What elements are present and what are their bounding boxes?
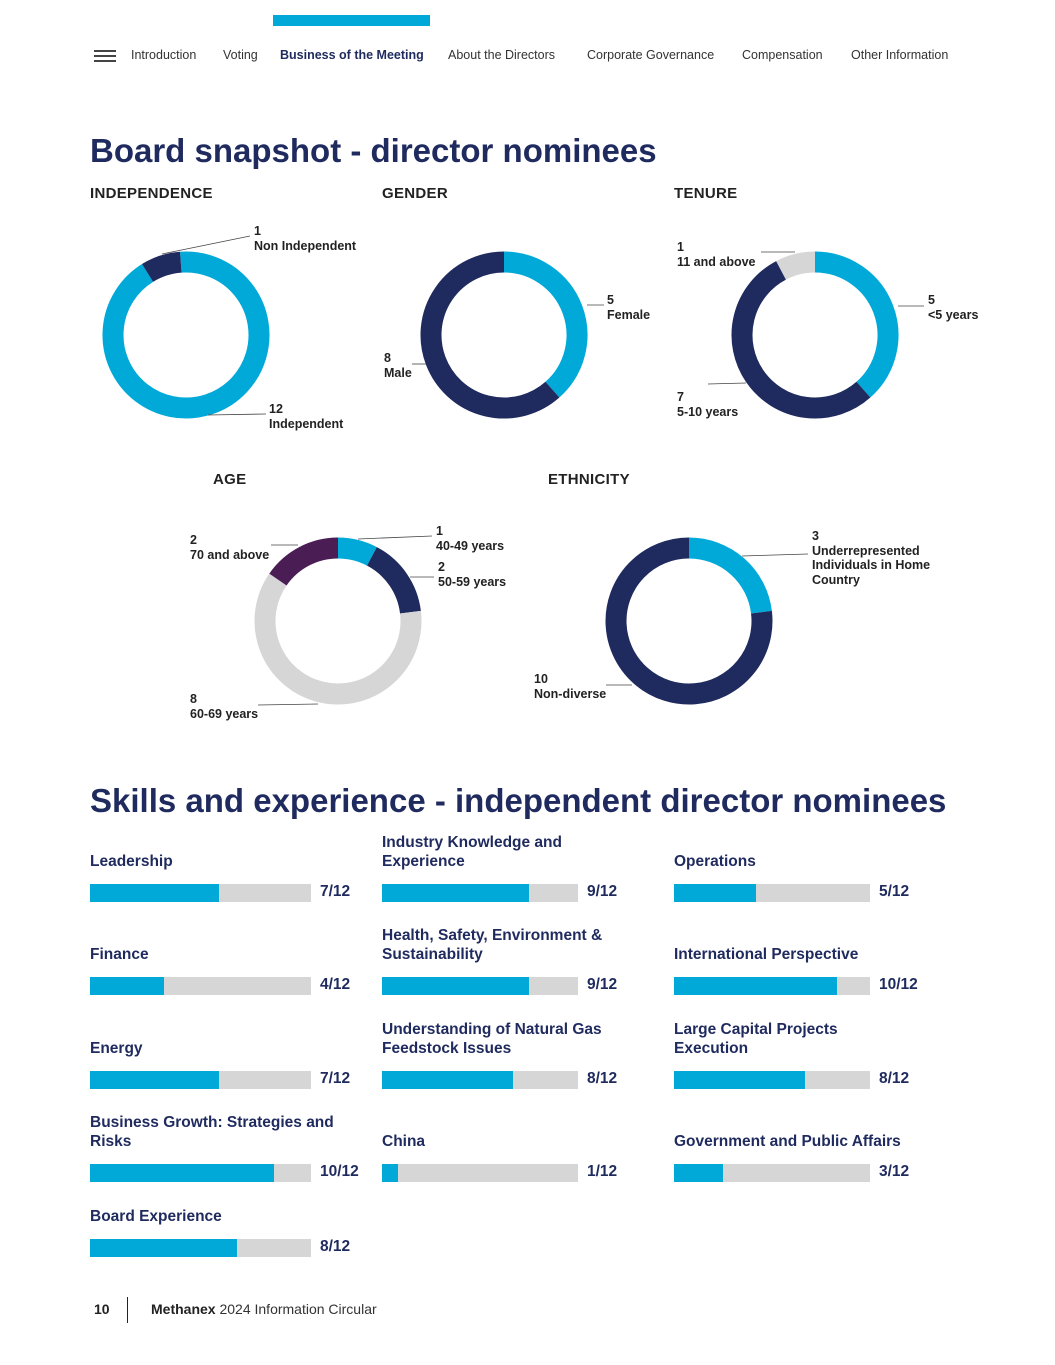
skill-label-finance: Finance [90,946,149,963]
skill-bar-fill-energy [90,1071,219,1089]
skill-value-health-safety-environment-sustainability: 9/12 [587,976,618,993]
skill-label-health-safety-environment-sustainability: Health, Safety, Environment & Sustainabi… [382,927,603,963]
skill-bar-fill-industry-knowledge-and-experience [382,884,529,902]
ethnicity-slice-non-diverse [605,537,773,705]
skill-bar-fill-china [382,1164,399,1182]
chart-title-age: AGE [213,471,247,488]
skill-label-industry-knowledge-and-experience: Industry Knowledge and Experience [382,834,562,870]
ethnicity-slice-underrepresented-individuals-in-home-country [688,537,772,614]
skill-bar-understanding-of-natural-gas-feedstock-issues [382,1071,578,1089]
label-non-diverse: 10 Non-diverse [534,672,607,701]
skill-label-board-experience: Board Experience [90,1208,222,1225]
nav-item-about-the-directors[interactable]: About the Directors [448,48,555,62]
skill-bar-government-and-public-affairs [674,1164,870,1182]
skill-bar-fill-business-growth-strategies-and-risks [90,1164,275,1182]
skill-value-energy: 7/12 [320,1070,351,1087]
chart-title-tenure: TENURE [674,185,738,202]
skill-label-large-capital-projects-execution: Large Capital Projects Execution [674,1021,838,1057]
nav-item-introduction[interactable]: Introduction [131,48,197,62]
skill-value-operations: 5/12 [879,883,910,900]
skill-value-industry-knowledge-and-experience: 9/12 [587,883,618,900]
skill-bar-operations [674,884,870,902]
skill-bar-energy [90,1071,311,1089]
chart-title-independence: INDEPENDENCE [90,185,213,202]
independence-slice-non-independent [142,251,183,283]
nav-item-voting[interactable]: Voting [223,48,258,62]
skill-bar-international-perspective [674,977,870,995]
skill-label-china: China [382,1133,426,1150]
page-number: 10 [94,1301,110,1317]
skill-bar-fill-operations [674,884,756,902]
nav-item-corporate-governance[interactable]: Corporate Governance [587,48,715,62]
skill-value-understanding-of-natural-gas-feedstock-issues: 8/12 [587,1070,618,1087]
skill-value-finance: 4/12 [320,976,351,993]
skill-label-business-growth-strategies-and-risks: Business Growth: Strategies and Risks [90,1114,334,1150]
board-snapshot-title: Board snapshot - director nominees [90,132,657,169]
footer-document-title: Methanex 2024 Information Circular [151,1301,377,1317]
label-less-than-5-years: 5 <5 years [928,293,979,322]
chart-title-ethnicity: ETHNICITY [548,471,630,488]
skill-label-energy: Energy [90,1040,143,1057]
skill-bar-fill-understanding-of-natural-gas-feedstock-issues [382,1071,513,1089]
skill-bar-fill-international-perspective [674,977,838,995]
footer-divider [127,1297,128,1323]
label-underrepresented: 3 Underrepresented Individuals in Home Co… [812,529,931,587]
label-40-49-years: 1 40-49 years [436,524,505,553]
skill-bar-large-capital-projects-execution [674,1071,870,1089]
skill-value-government-and-public-affairs: 3/12 [879,1163,910,1180]
skill-bar-fill-finance [90,977,164,995]
label-male: 8 Male [384,351,412,380]
skill-label-government-and-public-affairs: Government and Public Affairs [674,1133,901,1150]
label-non-independent: 1 Non Independent [254,224,357,253]
active-tab-indicator [273,15,430,26]
age-slice-40-49-years [337,537,377,566]
label-11-and-above: 1 11 and above [677,240,756,269]
chart-title-gender: GENDER [382,185,448,202]
independence-slice-independent [102,251,270,419]
skill-bar-fill-health-safety-environment-sustainability [382,977,529,995]
age-slice-50-59-years [366,547,421,614]
skill-label-operations: Operations [674,853,756,870]
skill-value-international-perspective: 10/12 [879,976,918,993]
label-5-10-years: 7 5-10 years [677,390,739,419]
nav-item-business-of-the-meeting[interactable]: Business of the Meeting [280,48,424,62]
skill-bar-health-safety-environment-sustainability [382,977,578,995]
skill-label-leadership: Leadership [90,853,173,870]
leader-lines [161,235,924,706]
gender-slice-female [503,251,588,398]
skill-label-international-perspective: International Perspective [674,946,859,963]
skill-bar-leadership [90,884,311,902]
skill-value-large-capital-projects-execution: 8/12 [879,1070,910,1087]
nav-item-compensation[interactable]: Compensation [742,48,823,62]
gender-slice-male [420,251,560,419]
tenure-slice-5-years [814,251,899,398]
skill-value-china: 1/12 [587,1163,618,1180]
skill-bar-fill-government-and-public-affairs [674,1164,723,1182]
label-independent: 12 Independent [269,402,344,431]
skill-value-leadership: 7/12 [320,883,351,900]
skill-value-board-experience: 8/12 [320,1238,351,1255]
label-50-59-years: 2 50-59 years [438,560,507,589]
age-slice-60-69-years [254,573,422,705]
skill-bar-industry-knowledge-and-experience [382,884,578,902]
tenure-slice-11-and-above [776,251,816,280]
age-slice-70-and-above [269,537,339,586]
skills-experience-title: Skills and experience - independent dire… [90,782,947,819]
tenure-slice-5-10-years [731,261,871,419]
skill-value-business-growth-strategies-and-risks: 10/12 [320,1163,359,1180]
skill-bar-fill-large-capital-projects-execution [674,1071,805,1089]
skill-bar-china [382,1164,578,1182]
skill-bar-fill-board-experience [90,1239,238,1257]
nav-item-other-information[interactable]: Other Information [851,48,949,62]
skill-bar-business-growth-strategies-and-risks [90,1164,311,1182]
hamburger-menu-icon[interactable] [94,50,116,64]
label-70-and-above: 2 70 and above [190,533,270,562]
label-female: 5 Female [607,293,651,322]
skill-bar-fill-leadership [90,884,219,902]
skill-label-understanding-of-natural-gas-feedstock-issues: Understanding of Natural Gas Feedstock I… [382,1021,602,1057]
label-60-69-years: 8 60-69 years [190,692,259,721]
skill-bar-board-experience [90,1239,311,1257]
skill-bar-finance [90,977,311,995]
